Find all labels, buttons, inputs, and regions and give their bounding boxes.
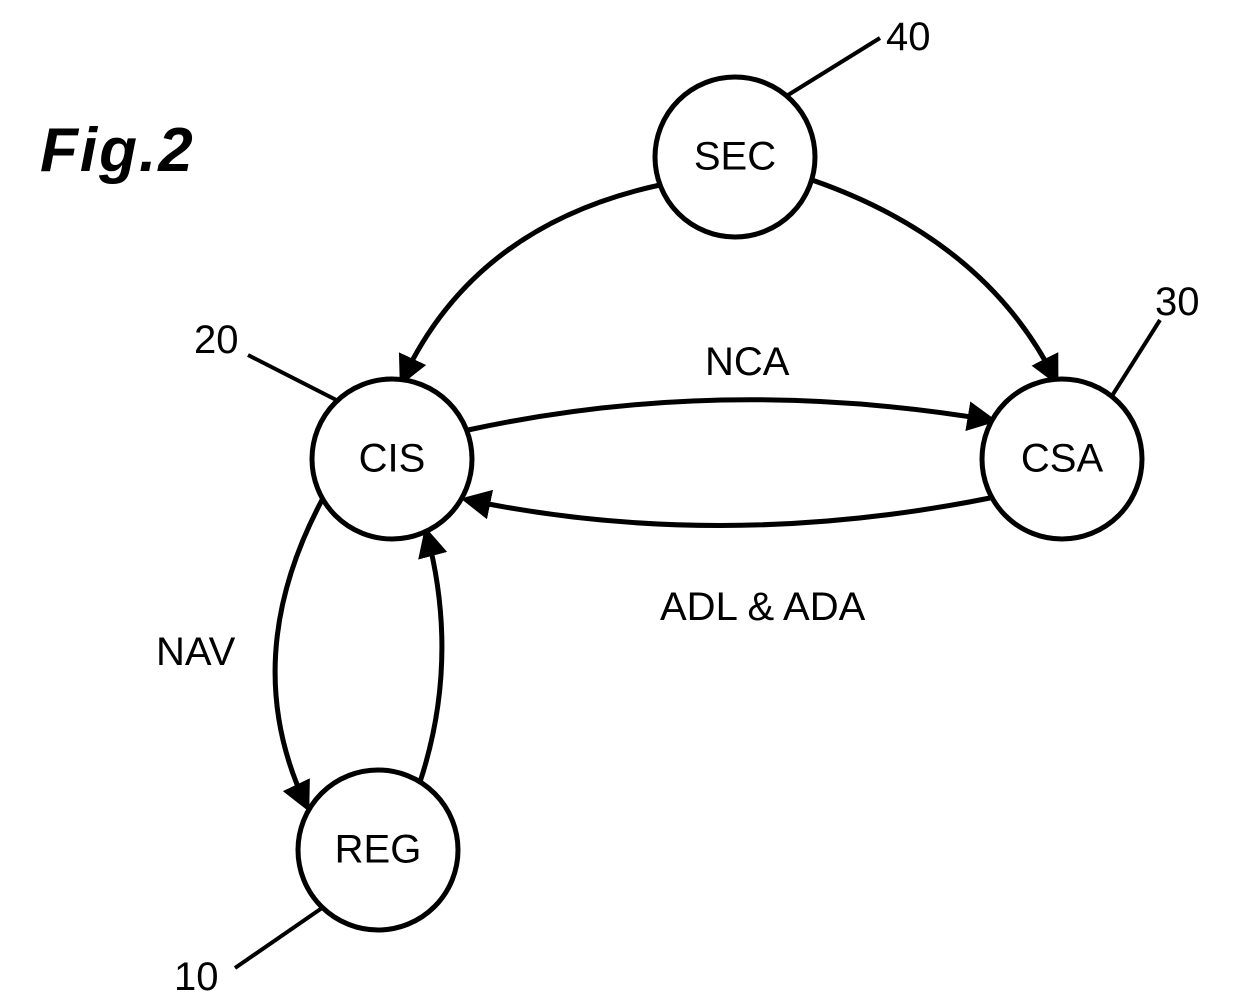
leader-sec xyxy=(780,38,880,100)
edge-label-cis-csa: NCA xyxy=(705,340,789,385)
nodes xyxy=(298,77,1142,930)
edge-cis-csa xyxy=(468,400,990,430)
ref-label-csa: 30 xyxy=(1155,280,1200,325)
node-label-reg: REG xyxy=(335,828,422,873)
ref-label-reg: 10 xyxy=(174,955,219,1000)
node-label-cis: CIS xyxy=(359,437,426,482)
leader-cis xyxy=(248,355,350,407)
edge-label-csa-cis: ADL & ADA xyxy=(660,585,865,630)
edge-label-cis-reg: NAV xyxy=(156,630,235,675)
leader-csa xyxy=(1110,320,1160,399)
edge-sec-csa xyxy=(812,180,1055,379)
node-label-sec: SEC xyxy=(694,135,776,180)
figure-title: Fig.2 xyxy=(40,115,195,186)
leader-reg xyxy=(235,908,322,968)
ref-label-cis: 20 xyxy=(194,318,239,363)
edge-csa-cis xyxy=(468,498,990,526)
edge-reg-cis xyxy=(420,534,442,782)
edge-cis-reg xyxy=(275,500,322,805)
edge-sec-cis xyxy=(403,185,660,379)
node-label-csa: CSA xyxy=(1021,437,1103,482)
ref-label-sec: 40 xyxy=(886,15,931,60)
